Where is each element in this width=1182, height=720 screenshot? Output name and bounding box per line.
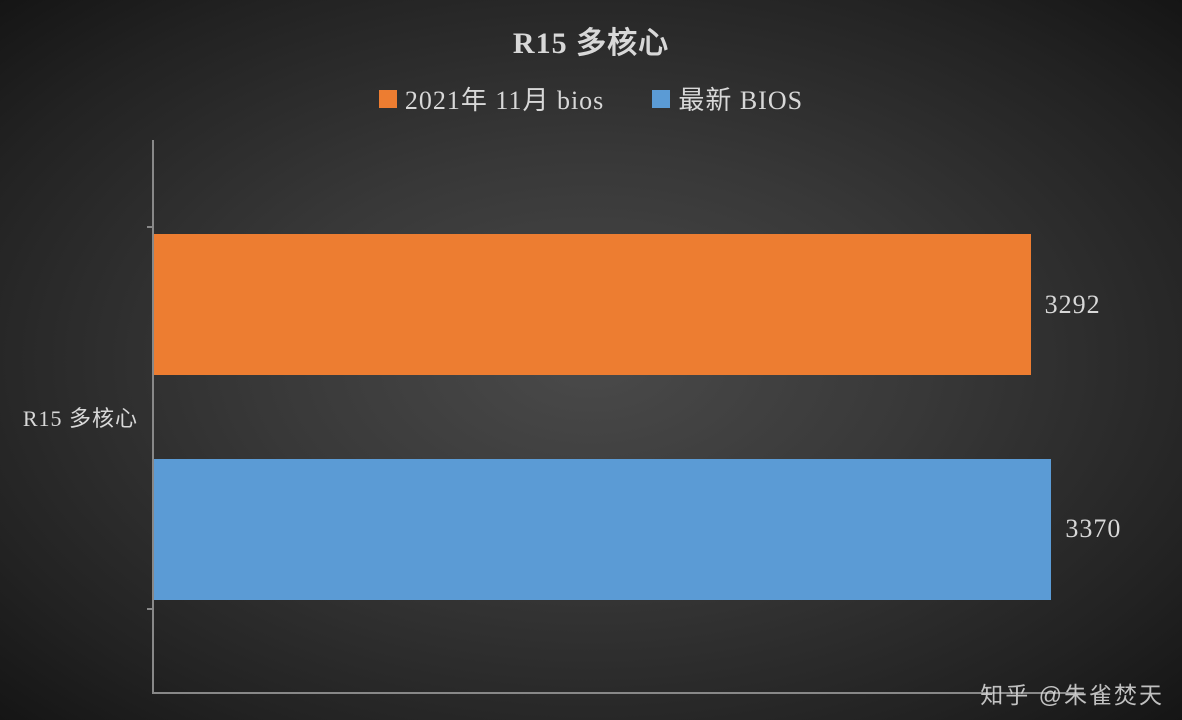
y-axis-line [152, 140, 154, 694]
legend-item-0: 2021年 11月 bios [379, 80, 604, 117]
legend-label-1: 最新 BIOS [678, 80, 803, 117]
legend-item-1: 最新 BIOS [652, 80, 803, 117]
bar-1-value: 3370 [1065, 514, 1121, 544]
chart-legend: 2021年 11月 bios 最新 BIOS [0, 80, 1182, 117]
y-category-label: R15 多核心 [23, 401, 138, 433]
bar-0: 3292 [154, 234, 1031, 375]
x-axis-line [152, 692, 1084, 694]
legend-label-0: 2021年 11月 bios [405, 80, 604, 117]
legend-swatch-0 [379, 90, 397, 108]
plot-area: R15 多核心 3292 3370 [152, 140, 1084, 694]
legend-swatch-1 [652, 90, 670, 108]
watermark: 知乎 @朱雀焚天 [980, 676, 1164, 710]
y-tick-0 [147, 226, 154, 228]
y-tick-1 [147, 608, 154, 610]
bar-0-value: 3292 [1045, 290, 1101, 320]
bar-1: 3370 [154, 459, 1051, 600]
chart-title: R15 多核心 [0, 0, 1182, 62]
